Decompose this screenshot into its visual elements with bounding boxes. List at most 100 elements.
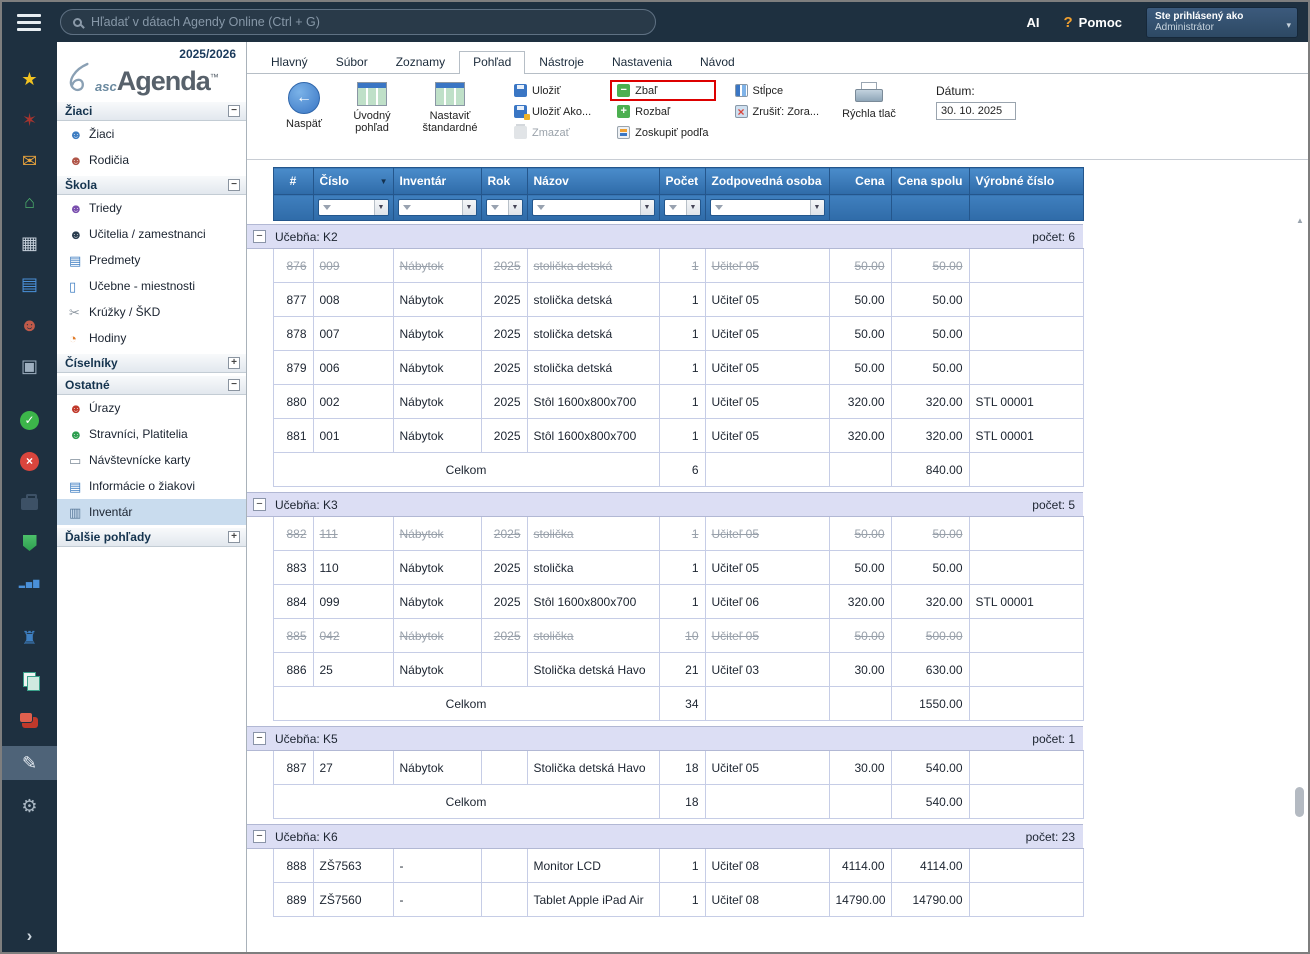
check-circle-icon[interactable]: ✓	[2, 405, 57, 435]
column-header-v-robn-slo[interactable]: Výrobné číslo	[969, 168, 1083, 195]
table-row[interactable]: 882111Nábytok2025stolička1Učiteľ 0550.00…	[247, 517, 1083, 551]
expand-section-icon[interactable]: +	[228, 357, 240, 369]
tab-zoznamy[interactable]: Zoznamy	[382, 51, 459, 73]
column-header-num[interactable]: #	[273, 168, 313, 195]
sidebar-item-razy[interactable]: ☻Úrazy	[57, 395, 246, 421]
filter-dropdown-arrow[interactable]: ▼	[686, 200, 700, 215]
filter-dropdown-arrow[interactable]: ▼	[374, 200, 388, 215]
section-iaci[interactable]: Žiaci−	[57, 101, 246, 121]
sidebar-item-u-itelia-zamestnanci[interactable]: ☻Učitelia / zamestnanci	[57, 221, 246, 247]
filter-input-n-zov[interactable]: ▼	[532, 199, 655, 216]
default-view-button[interactable]: Úvodný pohľad	[337, 80, 407, 134]
filter-dropdown-arrow[interactable]: ▼	[508, 200, 522, 215]
briefcase-icon[interactable]	[2, 487, 57, 517]
sidebar-item-invent-r[interactable]: ▥Inventár	[57, 499, 246, 525]
calendar-icon[interactable]: ▣	[2, 351, 57, 381]
expand-rail-button[interactable]: ›	[2, 926, 57, 946]
table-row[interactable]: 876009Nábytok2025stolička detská1Učiteľ …	[247, 249, 1083, 283]
home-icon[interactable]: ⌂	[2, 187, 57, 217]
sidebar-item-predmety[interactable]: ▤Predmety	[57, 247, 246, 273]
filter-input-po-et[interactable]: ▼	[664, 199, 701, 216]
table-row[interactable]: 879006Nábytok2025stolička detská1Učiteľ …	[247, 351, 1083, 385]
ribbon-button-zoskupi-pod-a[interactable]: Zoskupiť podľa	[612, 124, 713, 141]
filter-dropdown-arrow[interactable]: ▼	[640, 200, 654, 215]
ribbon-button-zru-i-zora[interactable]: Zrušiť: Zora...	[730, 103, 824, 120]
column-header-n-zov[interactable]: Názov	[527, 168, 659, 195]
ribbon-button-rozba[interactable]: +Rozbaľ	[612, 103, 713, 120]
column-header-invent-r[interactable]: Inventár	[393, 168, 481, 195]
table-row[interactable]: 878007Nábytok2025stolička detská1Učiteľ …	[247, 317, 1083, 351]
ribbon-button-ulo-i-ako[interactable]: Uložiť Ako...	[509, 103, 596, 120]
tab-poh-ad[interactable]: Pohľad	[459, 51, 525, 74]
expand-section-icon[interactable]: +	[228, 531, 240, 543]
cancel-circle-icon[interactable]: ×	[2, 446, 57, 476]
filter-dropdown-arrow[interactable]: ▼	[810, 200, 824, 215]
sidebar-item-kr-ky-kd[interactable]: ✂Krúžky / ŠKD	[57, 299, 246, 325]
person-icon[interactable]: ☻	[2, 310, 57, 340]
filter-input-rok[interactable]: ▼	[486, 199, 523, 216]
section-ostatn[interactable]: Ostatné−	[57, 375, 246, 395]
back-button[interactable]: ← Naspäť	[273, 80, 335, 130]
date-input[interactable]	[936, 102, 1016, 120]
column-header-zodpovedn-osoba[interactable]: Zodpovedná osoba	[705, 168, 829, 195]
collapse-section-icon[interactable]: −	[228, 179, 240, 191]
table-row[interactable]: 880002Nábytok2025Stôl 1600x800x7001Učite…	[247, 385, 1083, 419]
journal-icon[interactable]: ▤	[2, 269, 57, 299]
sidebar-item-rodi-ia[interactable]: ☻Rodičia	[57, 147, 246, 173]
ribbon-button-zba[interactable]: −Zbaľ	[612, 82, 713, 99]
tab-hlavn[interactable]: Hlavný	[257, 51, 322, 73]
sidebar-item-u-ebne-miestnosti[interactable]: ▯Učebne - miestnosti	[57, 273, 246, 299]
column-header-rok[interactable]: Rok	[481, 168, 527, 195]
section-seln-ky[interactable]: Číselníky+	[57, 353, 246, 373]
scrollbar-thumb[interactable]	[1295, 787, 1304, 817]
sidebar-item-stravn-ci-platitelia[interactable]: ☻Stravníci, Platitelia	[57, 421, 246, 447]
vertical-scrollbar[interactable]: ▲	[1294, 215, 1306, 946]
tab-n-vod[interactable]: Návod	[686, 51, 749, 73]
collapse-group-icon[interactable]: −	[253, 830, 266, 843]
search-input[interactable]	[91, 15, 643, 29]
table-row[interactable]: 881001Nábytok2025Stôl 1600x800x7001Učite…	[247, 419, 1083, 453]
ribbon-button-ulo-i[interactable]: Uložiť	[509, 82, 596, 99]
filter-dropdown-arrow[interactable]: ▼	[462, 200, 476, 215]
table-row[interactable]: 88727NábytokStolička detská Havo18Učiteľ…	[247, 751, 1083, 785]
documents-icon[interactable]	[2, 664, 57, 694]
sidebar-item-hodiny[interactable]: ◔Hodiny	[57, 325, 246, 351]
column-header-slo[interactable]: Číslo▼	[313, 168, 393, 195]
star-icon[interactable]: ★	[2, 64, 57, 94]
section-al-ie-poh-ady[interactable]: Ďalšie pohľady+	[57, 527, 246, 547]
gear-icon[interactable]: ⚙	[2, 791, 57, 821]
hamburger-menu-icon[interactable]	[17, 14, 41, 35]
scroll-up-icon[interactable]: ▲	[1294, 215, 1306, 227]
chat-bubbles-icon[interactable]	[2, 705, 57, 735]
tab-n-stroje[interactable]: Nástroje	[525, 51, 598, 73]
user-menu[interactable]: Ste prihlásený ako Administrátor ▾	[1146, 7, 1298, 38]
group-cell[interactable]: −Učebňa: K6počet: 23	[247, 825, 1083, 849]
bar-chart-icon[interactable]: ▂▅▇	[2, 569, 57, 599]
table-row[interactable]: 888ZŠ7563-Monitor LCD1Učiteľ 084114.0041…	[247, 849, 1083, 883]
mail-icon[interactable]: ✉	[2, 146, 57, 176]
sidebar-item-inform-cie-o-iakovi[interactable]: ▤Informácie o žiakovi	[57, 473, 246, 499]
collapse-section-icon[interactable]: −	[228, 379, 240, 391]
table-row[interactable]: 883110Nábytok2025stolička1Učiteľ 0550.00…	[247, 551, 1083, 585]
group-cell[interactable]: −Učebňa: K2počet: 6	[247, 225, 1083, 249]
help-button[interactable]: ? Pomoc	[1063, 14, 1122, 31]
sidebar-item-triedy[interactable]: ☻Triedy	[57, 195, 246, 221]
table-row[interactable]: 889ZŠ7560-Tablet Apple iPad Air1Učiteľ 0…	[247, 883, 1083, 917]
ribbon-button-st-pce[interactable]: Stĺpce	[730, 82, 824, 99]
global-search[interactable]	[60, 9, 656, 35]
collapse-group-icon[interactable]: −	[253, 230, 266, 243]
set-standard-button[interactable]: Nastaviť štandardné	[415, 80, 485, 134]
table-row[interactable]: 884099Nábytok2025Stôl 1600x800x7001Učite…	[247, 585, 1083, 619]
filter-input-zodpovedn-osoba[interactable]: ▼	[710, 199, 825, 216]
table-row[interactable]: 877008Nábytok2025stolička detská1Učiteľ …	[247, 283, 1083, 317]
shield-icon[interactable]	[2, 528, 57, 558]
pen-icon[interactable]: ✎	[2, 746, 57, 780]
group-cell[interactable]: −Učebňa: K5počet: 1	[247, 727, 1083, 751]
collapse-group-icon[interactable]: −	[253, 732, 266, 745]
collapse-section-icon[interactable]: −	[228, 105, 240, 117]
tab-nastavenia[interactable]: Nastavenia	[598, 51, 686, 73]
column-header-po-et[interactable]: Počet	[659, 168, 705, 195]
table-row[interactable]: 88625NábytokStolička detská Havo21Učiteľ…	[247, 653, 1083, 687]
timetable-icon[interactable]: ▦	[2, 228, 57, 258]
filter-input-invent-r[interactable]: ▼	[398, 199, 477, 216]
